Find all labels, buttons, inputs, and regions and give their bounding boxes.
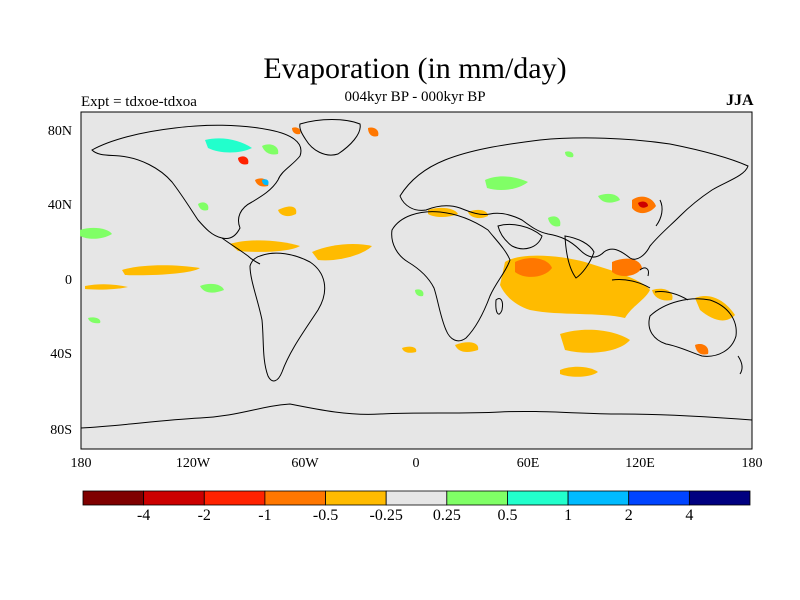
anomaly-patch [560, 329, 630, 353]
lon-tick-label: 0 [412, 456, 420, 471]
colorbar-label: -1 [258, 507, 272, 524]
colorbar-label: 2 [624, 507, 633, 524]
colorbar-swatch [628, 490, 690, 506]
anomaly-patch [485, 176, 528, 190]
colorbar-label: 0.5 [497, 507, 518, 524]
lon-tick-label: 120W [175, 456, 211, 471]
anomaly-patch [205, 138, 252, 153]
colorbar-label: -2 [197, 507, 211, 524]
anomaly-patch [238, 156, 249, 165]
lon-tick-label: 180 [741, 456, 763, 471]
colorbar-swatch [385, 490, 448, 506]
anomaly-patch [695, 295, 735, 321]
colorbar-swatch [82, 490, 145, 506]
colorbar-swatch [264, 490, 326, 506]
anomaly-patch [695, 344, 709, 355]
season-label: JJA [726, 92, 754, 109]
coastline-north-america [91, 124, 302, 239]
anomaly-patch [368, 127, 379, 137]
map-title: Evaporation (in mm/day) [263, 52, 567, 85]
colorbar-swatch [567, 490, 630, 506]
lat-tick-label: 40S [50, 347, 72, 362]
colorbar-label: 4 [685, 507, 694, 524]
coastline-madagascar [495, 297, 503, 315]
anomaly-patch [415, 289, 424, 297]
colorbar-label: 0.25 [432, 507, 461, 524]
anomaly-patch [262, 144, 279, 155]
coastlines [80, 119, 753, 429]
coastline-australia [648, 298, 737, 357]
anomaly-patch [515, 258, 552, 277]
colorbar-label: -0.5 [312, 507, 339, 524]
anomaly-patch [122, 265, 200, 276]
anomaly-patch [548, 216, 561, 227]
anomaly-patch [200, 283, 224, 293]
anomaly-patch [402, 346, 417, 353]
anomaly-patch [262, 179, 269, 186]
anomaly-patch [80, 227, 112, 239]
anomaly-patch [230, 240, 300, 252]
coastline-eurasia [399, 137, 749, 260]
coastline-south-america [249, 252, 326, 382]
colorbar-swatch [507, 490, 569, 506]
anomaly-patch [560, 366, 598, 377]
coastline-india [564, 235, 595, 279]
lat-tick-label: 80N [47, 124, 72, 139]
anomaly-patch [312, 244, 372, 261]
anomaly-patch [88, 317, 101, 324]
colorbar-label: -0.25 [369, 507, 403, 524]
map-subtitle: 004kyr BP - 000kyr BP [344, 89, 486, 105]
coastline-greenland [299, 119, 361, 156]
lat-tick-label: 40N [47, 198, 72, 213]
lon-tick-label: 180 [70, 456, 92, 471]
anomaly-patch [85, 284, 128, 290]
lon-tick-label: 60E [516, 456, 540, 471]
anomaly-patch [278, 206, 297, 217]
colorbar-label: -4 [136, 507, 151, 524]
coastline-arabia [497, 223, 543, 250]
map-background [80, 111, 753, 450]
colorbar-swatch [203, 490, 266, 506]
anomaly-patch [292, 127, 301, 135]
colorbar-swatch [325, 490, 387, 506]
anomaly-patch [455, 342, 479, 353]
coastline-new-zealand [737, 355, 743, 375]
lat-tick-label: 80S [50, 423, 72, 438]
anomaly-patch [198, 202, 209, 211]
lon-tick-label: 60W [291, 456, 319, 471]
colorbar-swatch [446, 490, 508, 506]
coastline-indonesia [611, 267, 689, 301]
lon-tick-label: 120E [625, 456, 655, 471]
anomaly-patch [598, 193, 620, 203]
coastline-antarctica [80, 403, 753, 429]
lat-tick-label: 0 [65, 273, 72, 288]
coastline-central-america [221, 237, 261, 265]
anomaly-patch [565, 151, 574, 158]
colorbar-swatch [143, 490, 205, 506]
colorbar-label: 1 [564, 507, 573, 524]
coastline-japan [655, 199, 663, 227]
anomaly-patch [612, 258, 642, 277]
coastline-africa [391, 211, 511, 342]
colorbar [82, 490, 751, 506]
experiment-label: Expt = tdxoe-tdxoa [81, 94, 197, 110]
colorbar-swatch [688, 490, 751, 506]
anomaly-patches [80, 127, 735, 377]
anomaly-patch [638, 201, 648, 208]
